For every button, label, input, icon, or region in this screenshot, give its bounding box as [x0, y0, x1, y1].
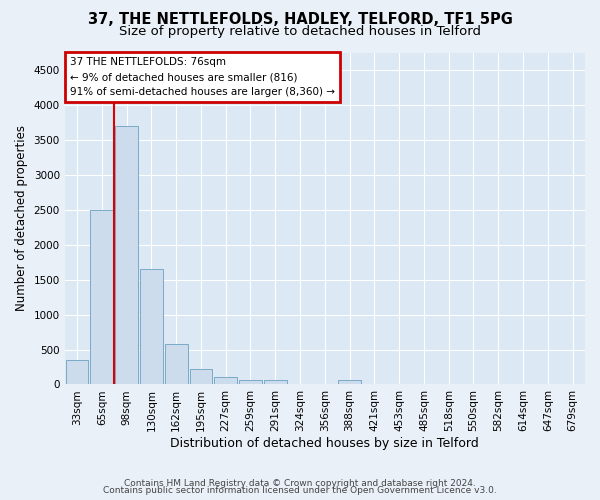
Bar: [214, 378, 237, 384]
Bar: [140, 269, 163, 384]
Bar: [338, 380, 361, 384]
Text: Contains public sector information licensed under the Open Government Licence v3: Contains public sector information licen…: [103, 486, 497, 495]
Bar: [65, 360, 88, 384]
Text: Contains HM Land Registry data © Crown copyright and database right 2024.: Contains HM Land Registry data © Crown c…: [124, 478, 476, 488]
Bar: [91, 210, 113, 384]
Bar: [115, 126, 138, 384]
Text: 37, THE NETTLEFOLDS, HADLEY, TELFORD, TF1 5PG: 37, THE NETTLEFOLDS, HADLEY, TELFORD, TF…: [88, 12, 512, 28]
Y-axis label: Number of detached properties: Number of detached properties: [15, 126, 28, 312]
Bar: [165, 344, 188, 385]
Bar: [239, 380, 262, 384]
Bar: [190, 368, 212, 384]
Text: 37 THE NETTLEFOLDS: 76sqm
← 9% of detached houses are smaller (816)
91% of semi-: 37 THE NETTLEFOLDS: 76sqm ← 9% of detach…: [70, 58, 335, 97]
Text: Size of property relative to detached houses in Telford: Size of property relative to detached ho…: [119, 25, 481, 38]
X-axis label: Distribution of detached houses by size in Telford: Distribution of detached houses by size …: [170, 437, 479, 450]
Bar: [264, 380, 287, 384]
